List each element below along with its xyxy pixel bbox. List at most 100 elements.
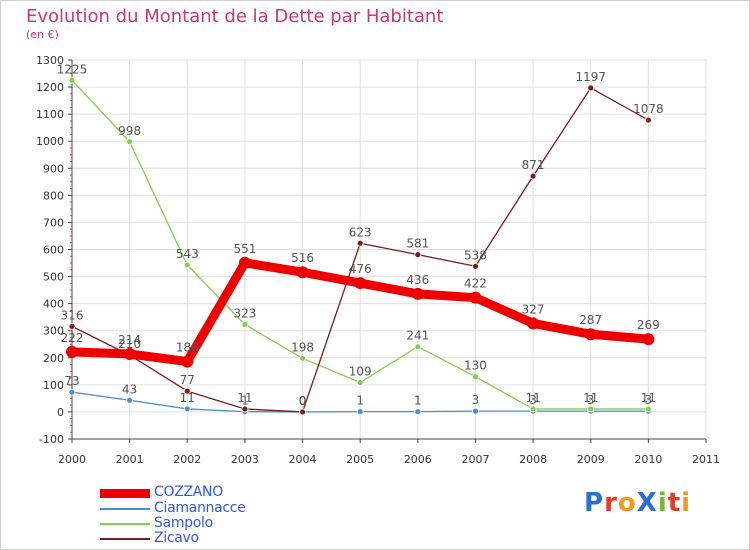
data-label-ciamannacce: 43 [122, 382, 137, 396]
data-point-zicavo [587, 84, 595, 92]
y-tick-label: 200 [43, 352, 64, 365]
x-tick-label: 2002 [173, 453, 201, 466]
data-label-zicavo: 1197 [575, 70, 606, 84]
data-point-ciamannacce [414, 408, 422, 416]
data-point-ciamannacce [356, 408, 364, 416]
data-point-cozzano [296, 266, 309, 279]
data-point-zicavo [644, 116, 652, 124]
data-point-ciamannacce [183, 405, 191, 413]
data-point-sampolo [414, 343, 422, 351]
data-point-ciamannacce [472, 407, 479, 415]
data-point-sampolo [356, 379, 364, 386]
data-label-ciamannacce: 73 [64, 374, 79, 388]
legend-swatch-ciamannacce [100, 508, 150, 510]
y-tick-label: 700 [43, 216, 64, 229]
data-point-cozzano [642, 333, 655, 346]
data-point-ciamannacce [126, 396, 134, 404]
data-label-ciamannacce: 0 [299, 394, 307, 408]
data-label-cozzano: 422 [464, 277, 487, 291]
data-label-cozzano: 186 [176, 341, 199, 355]
y-tick-label: 500 [43, 271, 64, 284]
data-label-zicavo: 623 [349, 225, 372, 239]
x-tick-label: 2008 [519, 453, 547, 466]
chart-subtitle: (en €) [26, 28, 59, 41]
data-label-ciamannacce: 3 [529, 393, 537, 407]
y-tick-label: 1000 [36, 135, 64, 148]
data-point-zicavo [183, 387, 191, 395]
data-label-cozzano: 214 [118, 333, 141, 347]
data-label-zicavo: 77 [180, 373, 195, 387]
data-label-sampolo: 998 [118, 124, 141, 138]
logo-letter: r [604, 488, 618, 518]
data-point-zicavo [356, 239, 364, 247]
legend-label-zicavo: Zicavo [154, 530, 199, 546]
logo-letter: P [584, 488, 605, 518]
data-point-sampolo [644, 405, 652, 413]
legend-label-sampolo: Sampolo [154, 515, 213, 531]
data-point-sampolo [529, 405, 537, 413]
data-point-zicavo [241, 405, 249, 413]
data-label-cozzano: 436 [406, 273, 429, 287]
data-point-cozzano [181, 355, 194, 368]
y-tick-label: 600 [43, 244, 64, 257]
data-point-cozzano [584, 328, 597, 341]
legend-swatch-zicavo [100, 538, 150, 540]
data-label-sampolo: 323 [233, 306, 256, 320]
x-tick-label: 2011 [692, 453, 720, 466]
y-tick-label: 1300 [36, 54, 64, 67]
data-label-sampolo: 241 [406, 329, 429, 343]
data-label-cozzano: 551 [233, 242, 256, 256]
y-tick-label: 300 [43, 325, 64, 338]
x-tick-label: 2000 [58, 453, 86, 466]
logo-letter: t [667, 488, 682, 518]
data-point-sampolo [126, 138, 134, 146]
data-point-sampolo [299, 354, 306, 362]
data-label-ciamannacce: 3 [587, 393, 595, 407]
data-label-sampolo: 11 [583, 391, 598, 405]
data-label-cozzano: 516 [291, 251, 314, 265]
data-label-sampolo: 11 [525, 391, 540, 405]
legend-label-ciamannacce: Ciamannacce [154, 500, 246, 516]
data-label-cozzano: 287 [579, 313, 602, 327]
data-label-cozzano: 269 [637, 318, 660, 332]
data-label-cozzano: 476 [349, 262, 372, 276]
data-label-sampolo: 11 [641, 391, 656, 405]
logo-letter: i [657, 488, 668, 518]
y-tick-label: 400 [43, 298, 64, 311]
data-point-cozzano [66, 345, 78, 358]
data-point-sampolo [241, 321, 249, 328]
x-tick-label: 2003 [231, 453, 259, 466]
x-tick-label: 2010 [634, 453, 662, 466]
data-label-zicavo: 210 [118, 337, 141, 351]
data-point-cozzano [123, 347, 136, 360]
data-point-cozzano [354, 277, 367, 290]
data-label-ciamannacce: 1 [414, 394, 422, 408]
data-point-zicavo [472, 262, 479, 270]
data-label-ciamannacce: 11 [180, 391, 195, 405]
data-point-cozzano [411, 287, 424, 300]
y-tick-label: 0 [57, 406, 64, 419]
y-tick-label: 800 [43, 189, 64, 202]
data-label-zicavo: 871 [522, 158, 545, 172]
data-label-zicavo: 11 [237, 391, 252, 405]
data-point-sampolo [587, 405, 595, 413]
data-point-zicavo [68, 322, 76, 330]
x-tick-label: 2001 [116, 453, 144, 466]
x-tick-label: 2007 [461, 453, 489, 466]
data-label-sampolo: 543 [176, 247, 199, 261]
y-tick-label: -100 [39, 433, 64, 446]
logo-letter: X [636, 488, 658, 518]
data-point-sampolo [68, 76, 76, 84]
y-tick-label: 100 [43, 379, 64, 392]
logo-letter: o [617, 488, 637, 518]
legend-label-cozzano: COZZANO [154, 484, 223, 500]
data-label-zicavo: 0 [299, 394, 307, 408]
logo-letter: i [681, 488, 692, 518]
proxiti-logo: ProXiti [584, 488, 691, 518]
data-label-zicavo: 316 [61, 308, 84, 322]
data-label-ciamannacce: 1 [356, 394, 364, 408]
data-point-zicavo [414, 251, 422, 259]
x-tick-label: 2004 [289, 453, 317, 466]
x-tick-label: 2005 [346, 453, 374, 466]
data-label-sampolo: 198 [291, 340, 314, 354]
